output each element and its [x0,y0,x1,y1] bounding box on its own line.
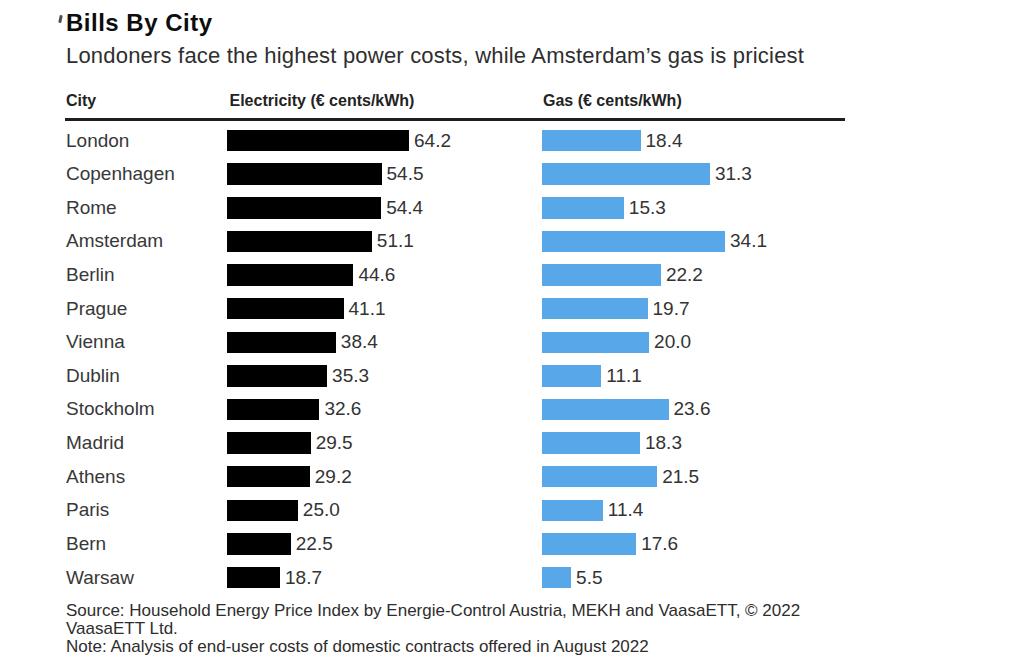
gas-value: 31.3 [715,157,752,191]
header-rule [65,118,845,121]
gas-value: 17.6 [641,527,678,561]
gas-value: 22.2 [666,258,703,292]
gas-bar [542,466,658,488]
city-label: London [66,124,129,158]
electricity-value: 29.2 [315,460,352,494]
chart-row: Stockholm 32.6 23.6 [0,392,1024,426]
city-label: Amsterdam [66,224,163,258]
electricity-bar [227,231,372,253]
electricity-bar [227,197,381,219]
chart-row: Rome 54.4 15.3 [0,191,1024,225]
electricity-value: 35.3 [332,359,369,393]
gas-value: 20.0 [654,325,691,359]
city-label: Warsaw [66,561,134,595]
electricity-value: 22.5 [296,527,333,561]
electricity-value: 29.5 [316,426,353,460]
electricity-value: 64.2 [414,124,451,158]
gas-value: 11.1 [606,359,642,393]
electricity-bar [227,533,291,555]
chart-row: London 64.2 18.4 [0,124,1024,158]
electricity-bar [227,365,327,387]
gas-bar [542,332,650,354]
electricity-value: 18.7 [285,561,322,595]
electricity-bar [227,399,319,421]
chart-row: Paris 25.0 11.4 [0,493,1024,527]
gas-bar [542,298,648,320]
gas-value: 19.7 [653,292,690,326]
city-label: Prague [66,292,127,326]
city-label: Athens [66,460,125,494]
crop-artifact-tick [58,14,63,22]
gas-bar [542,130,641,152]
gas-value: 5.5 [576,561,602,595]
electricity-bar [227,466,310,488]
chart-row: Bern 22.5 17.6 [0,527,1024,561]
city-label: Bern [66,527,106,561]
gas-value: 11.4 [608,493,644,527]
electricity-value: 25.0 [303,493,340,527]
chart-row: Athens 29.2 21.5 [0,460,1024,494]
city-label: Berlin [66,258,115,292]
gas-bar [542,432,641,454]
chart-row: Vienna 38.4 20.0 [0,325,1024,359]
gas-bar [542,197,624,219]
city-label: Copenhagen [66,157,175,191]
gas-bar [542,500,603,522]
gas-value: 15.3 [629,191,666,225]
chart-row: Warsaw 18.7 5.5 [0,561,1024,595]
gas-bar [542,533,637,555]
electricity-value: 54.5 [387,157,424,191]
electricity-value: 54.4 [386,191,423,225]
chart-row: Berlin 44.6 22.2 [0,258,1024,292]
source-line-2: VaasaETT Ltd. [66,620,800,638]
column-header-gas: Gas (€ cents/kWh) [543,92,682,110]
gas-bar [542,231,726,253]
column-header-electricity: Electricity (€ cents/kWh) [230,92,415,110]
electricity-bar [227,432,311,454]
chart-row: Dublin 35.3 11.1 [0,359,1024,393]
chart-subtitle: Londoners face the highest power costs, … [66,43,804,69]
city-label: Dublin [66,359,120,393]
chart-row: Amsterdam 51.1 34.1 [0,224,1024,258]
gas-bar [542,399,669,421]
gas-bar [542,163,710,185]
chart-title: Bills By City [66,9,213,37]
electricity-value: 38.4 [341,325,378,359]
city-label: Rome [66,191,117,225]
chart-row: Copenhagen 54.5 31.3 [0,157,1024,191]
gas-value: 34.1 [730,224,767,258]
gas-value: 18.4 [646,124,683,158]
electricity-bar [227,130,409,152]
electricity-bar [227,567,280,589]
footer: Source: Household Energy Price Index by … [66,602,800,657]
gas-value: 23.6 [673,392,710,426]
electricity-bar [227,298,344,320]
electricity-bar [227,163,382,185]
chart-row: Madrid 29.5 18.3 [0,426,1024,460]
chart-row: Prague 41.1 19.7 [0,292,1024,326]
city-label: Paris [66,493,109,527]
gas-bar [542,365,602,387]
city-label: Madrid [66,426,124,460]
gas-bar [542,567,572,589]
electricity-value: 41.1 [349,292,386,326]
electricity-bar [227,500,298,522]
gas-value: 21.5 [662,460,699,494]
electricity-value: 51.1 [377,224,414,258]
electricity-value: 32.6 [324,392,361,426]
city-label: Stockholm [66,392,155,426]
column-header-city: City [66,92,96,110]
electricity-bar [227,264,353,286]
electricity-value: 44.6 [358,258,395,292]
gas-value: 18.3 [645,426,682,460]
gas-bar [542,264,662,286]
source-line-1: Source: Household Energy Price Index by … [66,602,800,620]
electricity-bar [227,332,336,354]
note-line: Note: Analysis of end-user costs of dome… [66,638,800,656]
city-label: Vienna [66,325,125,359]
bills-by-city-chart: Bills By City Londoners face the highest… [0,0,1024,658]
